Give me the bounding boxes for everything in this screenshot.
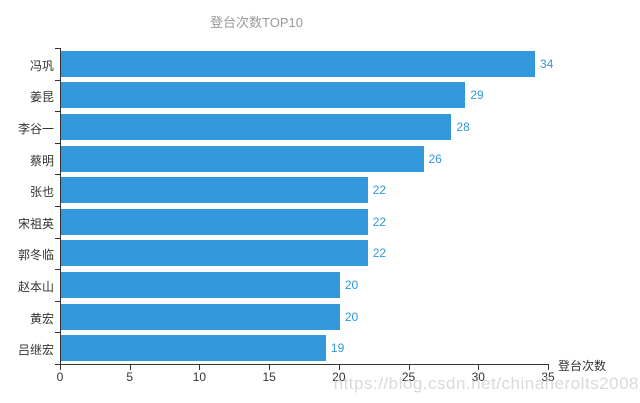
x-tick-label: 15 — [262, 370, 276, 384]
x-tick — [478, 365, 480, 370]
bar-吕继宏[interactable] — [61, 335, 326, 362]
value-label: 26 — [428, 151, 442, 166]
y-tick — [55, 332, 60, 334]
category-label: 郭冬临 — [17, 248, 54, 263]
y-tick — [55, 142, 60, 144]
x-tick-label: 5 — [126, 370, 134, 384]
x-axis-title: 登台次数 — [558, 359, 607, 373]
value-label: 20 — [344, 278, 359, 292]
category-label: 张也 — [29, 185, 54, 200]
value-label: 20 — [344, 309, 359, 324]
x-tick — [129, 365, 131, 370]
y-tick — [55, 79, 60, 81]
value-label: 29 — [470, 88, 484, 103]
value-label: 22 — [372, 183, 387, 198]
x-tick-label: 20 — [332, 370, 346, 384]
y-tick — [55, 48, 60, 49]
bar-张也[interactable] — [61, 177, 368, 204]
value-label: 19 — [330, 341, 345, 356]
bar-赵本山[interactable] — [61, 272, 340, 298]
x-tick — [60, 365, 61, 370]
x-tick — [269, 365, 271, 370]
bar-黄宏[interactable] — [61, 303, 340, 330]
value-label: 22 — [372, 214, 387, 229]
bar-姜昆[interactable] — [61, 82, 466, 109]
y-tick — [55, 269, 60, 271]
category-label: 冯巩 — [29, 58, 54, 73]
bar-宋祖英[interactable] — [61, 208, 368, 235]
bar-冯巩[interactable] — [61, 50, 536, 77]
bar-蔡明[interactable] — [61, 145, 424, 172]
x-tick-label: 25 — [401, 370, 416, 384]
category-label: 吕继宏 — [17, 343, 54, 358]
x-axis-line — [60, 364, 549, 365]
x-tick — [338, 365, 340, 370]
watermark: https://blog.csdn.net/chinaherolts2008 — [333, 374, 639, 393]
category-label: 李谷一 — [17, 122, 54, 136]
y-tick — [55, 206, 60, 207]
y-tick — [55, 237, 60, 239]
y-tick — [55, 300, 60, 302]
y-tick — [55, 174, 60, 176]
y-tick — [55, 111, 60, 113]
x-tick — [199, 365, 201, 370]
value-label: 22 — [372, 246, 387, 261]
value-label: 34 — [540, 56, 554, 71]
x-tick-label: 0 — [56, 370, 64, 384]
x-tick — [408, 365, 410, 370]
x-tick-label: 35 — [541, 370, 555, 384]
category-label: 赵本山 — [17, 280, 54, 294]
x-tick-label: 10 — [192, 370, 207, 384]
chart-title: 登台次数TOP10 — [210, 15, 303, 30]
y-tick — [55, 364, 60, 365]
bar-李谷一[interactable] — [61, 114, 452, 140]
category-label: 宋祖英 — [17, 216, 54, 231]
category-label: 姜昆 — [29, 90, 54, 105]
bar-郭冬临[interactable] — [61, 240, 368, 267]
category-label: 黄宏 — [29, 311, 54, 326]
x-tick-label: 30 — [471, 370, 485, 384]
x-tick — [548, 365, 549, 370]
y-axis-line — [60, 48, 61, 365]
value-label: 28 — [456, 120, 470, 134]
category-label: 蔡明 — [29, 153, 54, 168]
